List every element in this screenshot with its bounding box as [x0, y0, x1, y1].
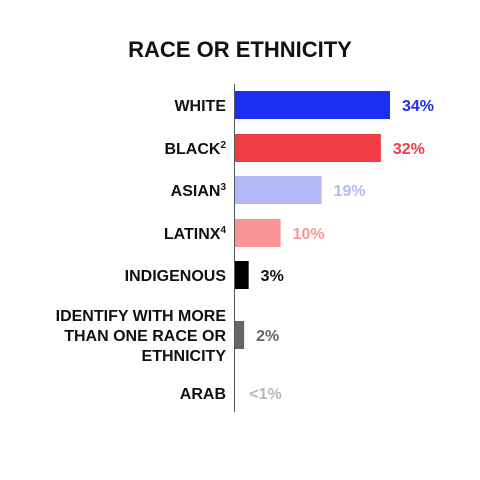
value-label-1: 32% — [393, 141, 425, 158]
footnote-marker: 3 — [220, 182, 226, 193]
bar-group: WHITE 34%BLACK2 32%ASIAN3 19%LATINX4 10%INDI… — [56, 91, 434, 407]
category-label-2: ASIAN3 — [171, 182, 227, 200]
category-label-1: BLACK2 — [164, 140, 226, 158]
value-label-6: <1% — [249, 386, 281, 403]
category-label-5-line-2: ETHNICITY — [142, 348, 227, 365]
footnote-marker: 2 — [220, 140, 226, 151]
value-label-3: 10% — [293, 226, 325, 243]
value-label-0: 34% — [402, 98, 434, 115]
category-label-3: LATINX4 — [164, 225, 227, 243]
bar-6 — [235, 379, 238, 407]
footnote-marker: 4 — [220, 225, 226, 236]
category-label-6: ARAB — [180, 386, 226, 403]
value-label-5: 2% — [256, 328, 279, 345]
category-label-5-line-0: IDENTIFY WITH MORE — [56, 308, 227, 325]
category-label-4: INDIGENOUS — [125, 268, 227, 285]
bar-4 — [235, 261, 249, 289]
category-label-0: WHITE — [174, 98, 226, 115]
value-label-2: 19% — [334, 183, 366, 200]
chart-title: RACE OR ETHNICITY — [128, 37, 352, 62]
bar-3 — [235, 219, 281, 247]
bar-2 — [235, 176, 322, 204]
bar-5 — [235, 321, 245, 349]
bar-0 — [235, 91, 390, 119]
category-label-5-line-1: THAN ONE RACE OR — [64, 328, 226, 345]
value-label-4: 3% — [261, 268, 284, 285]
bar-1 — [235, 134, 381, 162]
